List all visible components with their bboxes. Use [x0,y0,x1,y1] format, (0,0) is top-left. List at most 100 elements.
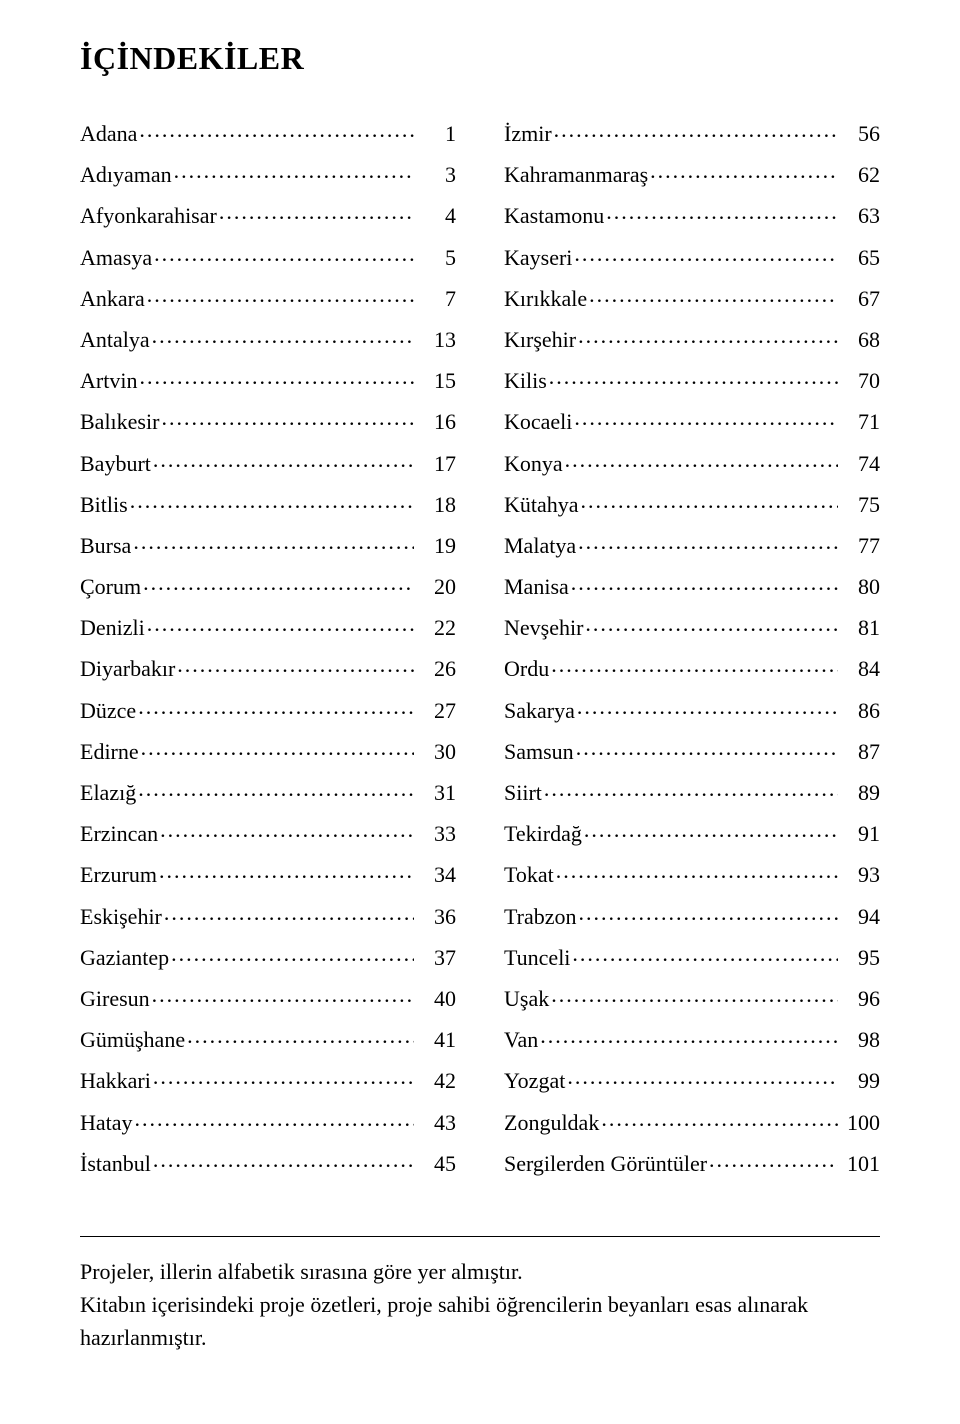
toc-page-number: 36 [416,906,456,928]
toc-label: Elazığ [80,782,136,804]
toc-label: Van [504,1029,538,1051]
toc-page-number: 95 [840,947,880,969]
toc-columns: Adana1Adıyaman3Afyonkarahisar4Amasya5Ank… [80,119,880,1190]
toc-leader-dots [143,572,414,594]
toc-row: Sakarya 86 [504,696,880,722]
toc-leader-dots [153,449,414,471]
toc-leader-dots [153,1066,414,1088]
toc-page-number: 1 [416,123,456,145]
toc-label: Siirt [504,782,542,804]
toc-leader-dots [160,819,414,841]
toc-leader-dots [581,490,838,512]
toc-leader-dots [549,366,838,388]
toc-page-number: 41 [416,1029,456,1051]
toc-label: İstanbul [80,1153,151,1175]
toc-page-number: 27 [416,700,456,722]
toc-row: Manisa 80 [504,572,880,598]
toc-row: Adıyaman3 [80,160,456,186]
toc-page-number: 20 [416,576,456,598]
toc-page-number: 77 [840,535,880,557]
toc-leader-dots [174,160,414,182]
toc-row: Tokat93 [504,860,880,886]
toc-row: Kastamonu63 [504,201,880,227]
toc-leader-dots [567,1066,838,1088]
section-divider [80,1236,880,1237]
toc-label: Kastamonu [504,205,604,227]
toc-page-number: 7 [416,288,456,310]
toc-row: Kilis70 [504,366,880,392]
toc-label: Artvin [80,370,137,392]
toc-page-number: 80 [840,576,880,598]
toc-page-number: 43 [416,1112,456,1134]
toc-row: Tunceli 95 [504,943,880,969]
toc-row: Gümüşhane41 [80,1025,456,1051]
toc-page-number: 91 [840,823,880,845]
toc-page-number: 98 [840,1029,880,1051]
toc-label: Trabzon [504,906,577,928]
toc-leader-dots [584,819,838,841]
toc-label: Antalya [80,329,150,351]
toc-page-number: 22 [416,617,456,639]
toc-label: Nevşehir [504,617,583,639]
toc-leader-dots [579,902,838,924]
toc-row: Zonguldak100 [504,1108,880,1134]
toc-row: Erzurum34 [80,860,456,886]
toc-page-number: 84 [840,658,880,680]
toc-label: Diyarbakır [80,658,175,680]
toc-leader-dots [556,860,838,882]
toc-label: Sakarya [504,700,575,722]
toc-row: Edirne30 [80,737,456,763]
toc-row: Eskişehir36 [80,902,456,928]
toc-page-number: 101 [840,1153,880,1175]
toc-row: Düzce 27 [80,696,456,722]
toc-page-number: 71 [840,411,880,433]
toc-leader-dots [551,654,838,676]
toc-row: Antalya 13 [80,325,456,351]
toc-label: Adana [80,123,137,145]
toc-page-number: 13 [416,329,456,351]
toc-label: Samsun [504,741,574,763]
toc-label: Manisa [504,576,569,598]
toc-leader-dots [138,778,414,800]
toc-page-number: 17 [416,453,456,475]
toc-row: Kırıkkale 67 [504,284,880,310]
toc-label: Kırıkkale [504,288,587,310]
toc-leader-dots [577,696,838,718]
toc-page-number: 33 [416,823,456,845]
toc-row: Balıkesir16 [80,407,456,433]
toc-leader-dots [565,449,838,471]
toc-label: Tunceli [504,947,570,969]
toc-row: Siirt89 [504,778,880,804]
toc-page-number: 96 [840,988,880,1010]
toc-leader-dots [576,737,838,759]
toc-label: Zonguldak [504,1112,599,1134]
toc-label: Kocaeli [504,411,572,433]
toc-row: Bayburt17 [80,449,456,475]
toc-row: İstanbul45 [80,1149,456,1175]
toc-label: Ordu [504,658,549,680]
toc-page-number: 93 [840,864,880,886]
toc-leader-dots [161,407,414,429]
toc-label: Kilis [504,370,547,392]
toc-leader-dots [139,119,414,141]
toc-row: Artvin15 [80,366,456,392]
toc-page-number: 19 [416,535,456,557]
toc-leader-dots [540,1025,838,1047]
toc-label: Kahramanmaraş [504,164,648,186]
page-title: İÇİNDEKİLER [80,40,880,77]
toc-leader-dots [133,531,414,553]
toc-leader-dots [135,1108,414,1130]
toc-row: İzmir56 [504,119,880,145]
toc-leader-dots [606,201,838,223]
toc-label: Edirne [80,741,139,763]
toc-row: Hakkari42 [80,1066,456,1092]
toc-label: Ankara [80,288,145,310]
toc-leader-dots [171,943,414,965]
toc-leader-dots [187,1025,414,1047]
toc-label: Düzce [80,700,136,722]
toc-page-number: 86 [840,700,880,722]
toc-row: Bitlis18 [80,490,456,516]
toc-page-number: 67 [840,288,880,310]
toc-page-number: 75 [840,494,880,516]
toc-leader-dots [571,572,838,594]
